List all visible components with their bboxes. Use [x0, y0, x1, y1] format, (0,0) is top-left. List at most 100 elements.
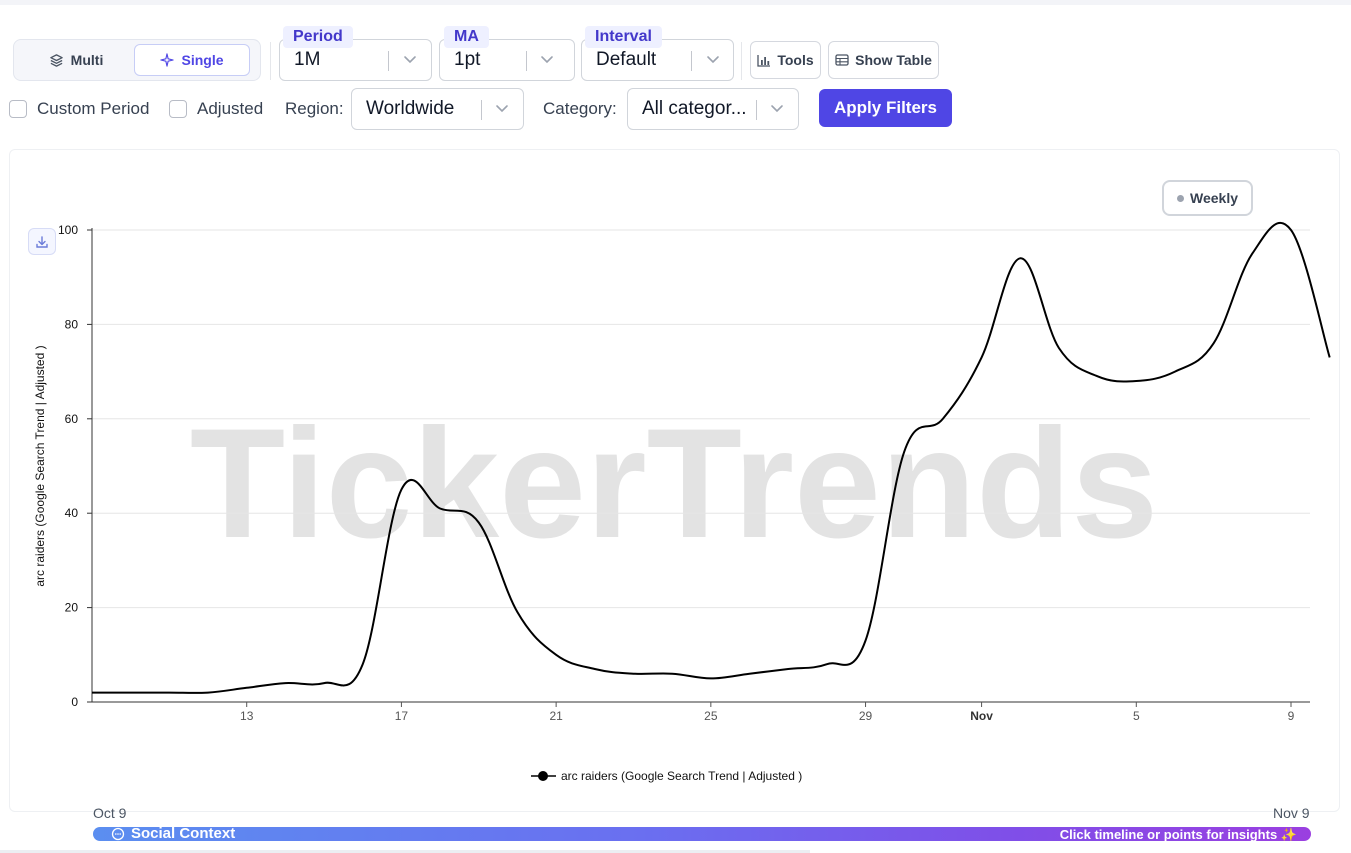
data-point[interactable] — [357, 658, 369, 670]
timeline-hint: Click timeline or points for insights — [1059, 827, 1278, 841]
watermark: TickerTrends — [190, 397, 1158, 571]
region-value: Worldwide — [366, 98, 455, 119]
category-label: Category: — [543, 99, 617, 118]
data-point[interactable] — [744, 668, 756, 680]
data-point[interactable] — [125, 687, 137, 699]
interval-value: Default — [596, 49, 657, 70]
show-table-button[interactable]: Show Table — [828, 41, 939, 79]
tools-button[interactable]: Tools — [750, 41, 821, 79]
single-mode-button[interactable]: Single — [134, 44, 250, 76]
data-point[interactable] — [937, 413, 949, 425]
bottom-scroll-strip — [0, 850, 810, 853]
data-point[interactable] — [279, 677, 291, 689]
legend-marker — [538, 771, 548, 781]
data-point[interactable] — [1208, 337, 1220, 349]
weekly-dot — [1177, 194, 1184, 202]
data-point[interactable] — [1324, 351, 1336, 363]
x-tick-label: 13 — [240, 709, 254, 723]
category-value: All categor... — [642, 98, 747, 119]
data-point[interactable] — [86, 687, 98, 699]
download-button[interactable] — [28, 228, 56, 255]
data-point[interactable] — [395, 484, 407, 496]
data-point[interactable] — [512, 606, 524, 618]
range-end-label: Nov 9 — [1273, 805, 1310, 821]
x-tick-label: 17 — [395, 709, 409, 723]
y-axis: 0 20 40 60 80 100 — [58, 223, 93, 709]
data-point[interactable] — [589, 663, 601, 675]
adjusted-checkbox[interactable] — [169, 100, 187, 118]
top-strip — [0, 0, 1351, 5]
single-mode-label: Single — [181, 52, 224, 68]
x-tick-label: 5 — [1133, 709, 1140, 723]
data-point[interactable] — [163, 687, 175, 699]
period-value: 1M — [294, 49, 321, 70]
data-point[interactable] — [1169, 366, 1181, 378]
table-icon — [835, 54, 849, 66]
chart-legend[interactable]: arc raiders (Google Search Trend | Adjus… — [531, 769, 802, 783]
region-label: Region: — [285, 99, 344, 118]
weekly-toggle-button[interactable]: Weekly — [1162, 180, 1253, 216]
range-start-label: Oct 9 — [93, 805, 127, 821]
weekly-label: Weekly — [1190, 190, 1238, 206]
data-point[interactable] — [705, 672, 717, 684]
data-point[interactable] — [628, 668, 640, 680]
show-table-label: Show Table — [855, 52, 932, 68]
ma-value: 1pt — [454, 49, 481, 70]
custom-period-checkbox[interactable] — [9, 100, 27, 118]
chevron-down-icon — [496, 105, 508, 113]
chat-bubble-icon — [111, 827, 125, 840]
x-tick-label: 29 — [859, 709, 873, 723]
data-point[interactable] — [860, 635, 872, 647]
data-point[interactable] — [473, 517, 485, 529]
data-point[interactable] — [1130, 375, 1142, 387]
data-point[interactable] — [782, 663, 794, 675]
ma-label: MA — [444, 26, 489, 48]
y-tick-label: 80 — [65, 317, 79, 331]
data-point[interactable] — [318, 677, 330, 689]
chevron-down-icon — [771, 105, 783, 113]
x-axis: 13 17 21 25 29 Nov 5 9 — [92, 701, 1310, 723]
y-tick-label: 20 — [65, 601, 79, 615]
toolbar-divider — [270, 42, 271, 80]
chart-grid — [92, 229, 1310, 609]
data-point[interactable] — [1092, 370, 1104, 382]
data-point[interactable] — [550, 649, 562, 661]
y-tick-label: 40 — [65, 506, 79, 520]
data-point[interactable] — [1014, 252, 1026, 264]
social-context-title: Social Context — [131, 827, 236, 841]
data-point[interactable] — [1053, 342, 1065, 354]
multi-mode-button[interactable]: Multi — [18, 44, 134, 76]
download-icon — [36, 235, 48, 248]
data-point[interactable] — [821, 658, 833, 670]
data-point[interactable] — [202, 687, 214, 699]
custom-period-label: Custom Period — [37, 99, 150, 118]
data-point[interactable] — [241, 682, 253, 694]
data-point[interactable] — [1285, 224, 1297, 236]
tools-label: Tools — [777, 52, 814, 68]
data-point[interactable] — [434, 503, 446, 515]
chevron-down-icon — [541, 56, 553, 64]
interval-label: Interval — [585, 26, 662, 48]
apply-filters-button[interactable]: Apply Filters — [819, 89, 952, 127]
y-tick-label: 0 — [71, 695, 78, 709]
period-label: Period — [283, 26, 353, 48]
series-line[interactable] — [92, 222, 1331, 694]
data-point[interactable] — [976, 351, 988, 363]
data-point[interactable] — [898, 446, 910, 458]
data-point[interactable] — [666, 668, 678, 680]
legend-entry: arc raiders (Google Search Trend | Adjus… — [561, 769, 802, 783]
view-mode-toggle: Multi Single — [13, 39, 261, 81]
y-tick-label: 100 — [58, 223, 78, 237]
layers-icon — [49, 53, 63, 67]
data-point[interactable] — [1246, 248, 1258, 260]
sparkle-pointer-icon: ✨ — [1280, 827, 1297, 841]
x-tick-label: 21 — [549, 709, 563, 723]
region-select[interactable]: Worldwide — [351, 88, 524, 130]
social-context-timeline[interactable]: Social Context Click timeline or points … — [93, 827, 1311, 841]
adjusted-label: Adjusted — [197, 99, 264, 118]
category-select[interactable]: All categor... — [627, 88, 799, 130]
sparkle-icon — [160, 53, 175, 67]
chevron-down-icon — [404, 56, 416, 64]
x-tick-label: 25 — [704, 709, 718, 723]
